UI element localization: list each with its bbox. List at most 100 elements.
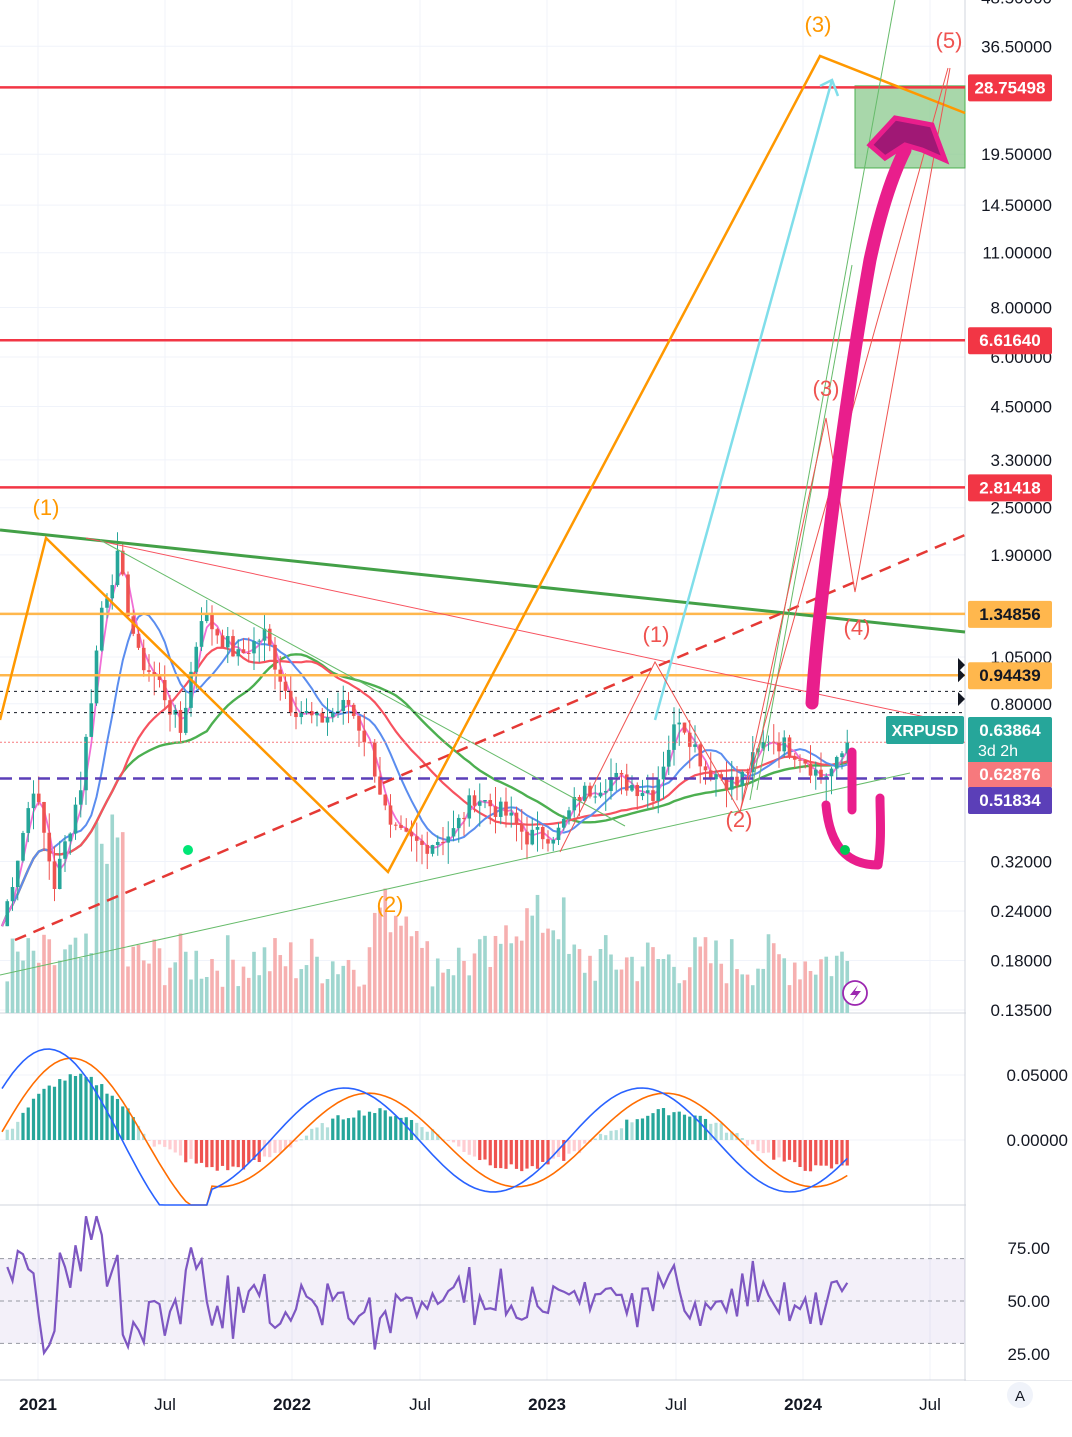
macd-histogram-bar: [436, 1134, 440, 1140]
candle-body: [819, 769, 823, 780]
volume-bar: [399, 925, 403, 1013]
candle-body: [593, 796, 598, 798]
macd-pane[interactable]: [1, 1048, 849, 1206]
volume-bar: [173, 962, 178, 1013]
candle-body: [504, 801, 508, 816]
symbol-label: XRPUSD: [892, 723, 959, 740]
macd-histogram-bar: [10, 1128, 15, 1140]
volume-bar: [498, 943, 503, 1013]
candle-body: [635, 784, 640, 797]
candle-body: [220, 635, 225, 648]
candle-body: [677, 722, 682, 725]
volume-bar: [220, 986, 225, 1013]
wave-label-red: (2): [726, 807, 753, 832]
volume-bar: [540, 932, 545, 1013]
green-channel-upper: [99, 539, 626, 827]
price-tick-label: 19.50000: [981, 145, 1052, 164]
ma-200-line: [0, 653, 848, 927]
macd-histogram-bar: [131, 1117, 135, 1140]
candle-body: [488, 800, 493, 807]
price-badge-bg: [968, 662, 1052, 690]
candle-body: [94, 650, 99, 704]
candle-body: [729, 776, 734, 790]
macd-histogram-bar: [651, 1113, 655, 1140]
candle-body: [756, 748, 760, 753]
volume-bar: [42, 934, 46, 1013]
volume-bar: [346, 959, 351, 1013]
macd-histogram-bar: [583, 1140, 587, 1144]
volume-bar: [246, 977, 251, 1013]
macd-histogram-bar: [488, 1140, 492, 1166]
candle-body: [467, 795, 472, 819]
macd-histogram-bar: [252, 1140, 256, 1160]
volume-bar: [792, 962, 797, 1013]
macd-histogram-bar: [472, 1140, 477, 1157]
volume-bar: [152, 939, 157, 1013]
price-badge-bg: [968, 600, 1052, 628]
macd-histogram-bar: [577, 1140, 582, 1154]
volume-bar: [551, 930, 556, 1013]
candle-body: [803, 759, 808, 764]
macd-histogram-bar: [163, 1140, 167, 1147]
price-tick-label: 1.90000: [991, 546, 1052, 565]
candle-body: [787, 737, 792, 757]
candle-body: [252, 641, 256, 654]
macd-histogram-bar: [766, 1140, 771, 1153]
price-badge-bg: [968, 787, 1052, 814]
candle-body: [446, 836, 451, 843]
volume-bar: [651, 947, 655, 1013]
auto-scale-button[interactable]: A: [1007, 1382, 1033, 1408]
macd-histogram-bar: [793, 1140, 797, 1163]
macd-histogram-bar: [693, 1115, 697, 1140]
candle-body: [273, 644, 277, 670]
macd-histogram-bar: [304, 1135, 309, 1140]
flash-icon-bolt: [850, 985, 861, 1002]
rsi-pane[interactable]: [0, 1215, 965, 1356]
wave-label-red: (1): [643, 622, 670, 647]
volume-bar: [131, 946, 136, 1013]
candle-body: [236, 649, 241, 657]
volume-bar: [94, 822, 99, 1013]
volume-bar: [325, 979, 330, 1013]
candle-body: [509, 812, 514, 816]
candle-body: [283, 681, 288, 691]
price-badge-label: 28.75498: [975, 78, 1046, 97]
candle-body: [477, 801, 482, 806]
candle-body: [425, 844, 430, 854]
macd-histogram-bar: [630, 1122, 634, 1140]
macd-histogram-bar: [210, 1140, 214, 1168]
volume-bar: [157, 948, 162, 1013]
volume-bar: [110, 814, 115, 1013]
auto-scale-button-bg[interactable]: [1007, 1382, 1033, 1408]
cyan-projection-arrow: [653, 79, 834, 721]
drawings-layer[interactable]: (1) (2) (3) (5) (3) (4) (1) (2): [0, 0, 966, 1006]
countdown-label: 3d 2h: [978, 743, 1018, 760]
candle-body: [5, 901, 10, 927]
volume-bar: [561, 897, 566, 1013]
volume-bar: [787, 985, 792, 1013]
candle-body: [525, 831, 529, 845]
macd-histogram-bar: [740, 1138, 744, 1140]
price-axis[interactable]: 48.50000 36.50000 19.50000 14.50000 11.00000…: [966, 0, 1072, 1380]
macd-histogram-bar: [541, 1140, 545, 1162]
candle-body: [262, 628, 267, 641]
signal-dot: [840, 845, 850, 855]
macd-histogram-bar: [110, 1095, 114, 1140]
volume-bar: [556, 939, 561, 1013]
price-badge: 0.51834: [968, 787, 1052, 814]
volume-bar: [782, 958, 787, 1013]
macd-histogram-bar: [483, 1140, 487, 1160]
volume-bar: [777, 954, 781, 1013]
macd-histogram-bar: [677, 1111, 681, 1140]
time-axis[interactable]: 2021 Jul 2022 Jul 2023 Jul 2024 Jul A: [0, 1381, 1072, 1432]
price-axis-bg: [966, 0, 1072, 1380]
axis-marker: [958, 692, 965, 706]
macd-histogram-bar: [42, 1088, 46, 1140]
price-badge-label: 6.61640: [979, 331, 1040, 350]
candle-body: [378, 776, 382, 795]
macd-histogram-bar: [136, 1125, 141, 1140]
candle-body: [750, 752, 755, 773]
macd-histogram-bar: [63, 1080, 67, 1140]
